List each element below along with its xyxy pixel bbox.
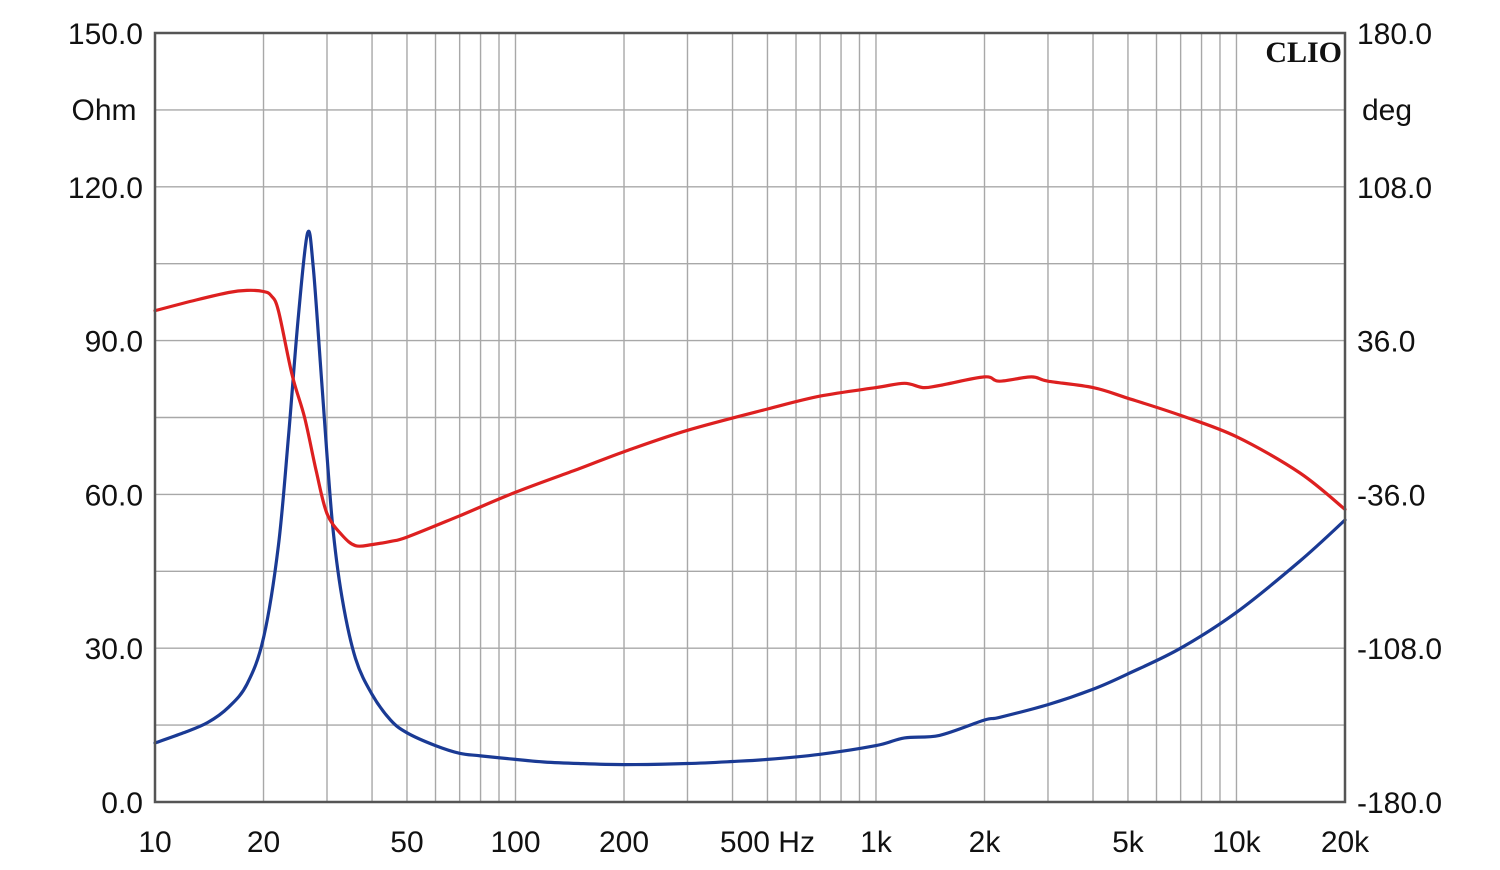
plot-frame (153, 31, 1347, 804)
left-y-tick-label: 120.0 (68, 172, 143, 205)
impedance-series-line (153, 229, 1347, 767)
x-tick-label: 100 (490, 826, 540, 859)
right-axis-unit-label: deg (1362, 94, 1412, 127)
x-tick-label: 50 (390, 826, 423, 859)
x-tick-label: 500 Hz (720, 826, 815, 859)
right-y-tick-label: 36.0 (1357, 326, 1415, 359)
x-tick-label: 10k (1212, 826, 1261, 859)
right-y-tick-label: 108.0 (1357, 172, 1432, 205)
left-axis-unit-label: Ohm (71, 94, 136, 127)
left-y-tick-label: 60.0 (85, 479, 143, 512)
right-y-tick-label: -180.0 (1357, 787, 1442, 820)
left-y-tick-label: 0.0 (101, 787, 143, 820)
right-y-tick-label: -108.0 (1357, 633, 1442, 666)
x-tick-label: 20k (1321, 826, 1370, 859)
series-layer (153, 229, 1347, 767)
clio-brand-label: CLIO (1265, 36, 1342, 69)
x-tick-label: 10 (138, 826, 171, 859)
phase-series-line (153, 288, 1347, 548)
x-tick-label: 20 (247, 826, 280, 859)
left-y-tick-label: 90.0 (85, 326, 143, 359)
x-tick-label: 200 (599, 826, 649, 859)
left-y-tick-label: 30.0 (85, 633, 143, 666)
grid-lines (155, 33, 1345, 802)
right-y-tick-label: -36.0 (1357, 479, 1425, 512)
x-tick-label: 1k (860, 826, 893, 859)
left-y-tick-label: 150.0 (68, 18, 143, 51)
x-tick-label: 2k (969, 826, 1002, 859)
x-tick-label: 5k (1112, 826, 1145, 859)
axis-labels: 10 20 50 100 200 500 Hz 1k 2k 5k 10k 20k 0.0 30.0 60.… (68, 18, 1442, 859)
right-y-tick-label: 180.0 (1357, 18, 1432, 51)
